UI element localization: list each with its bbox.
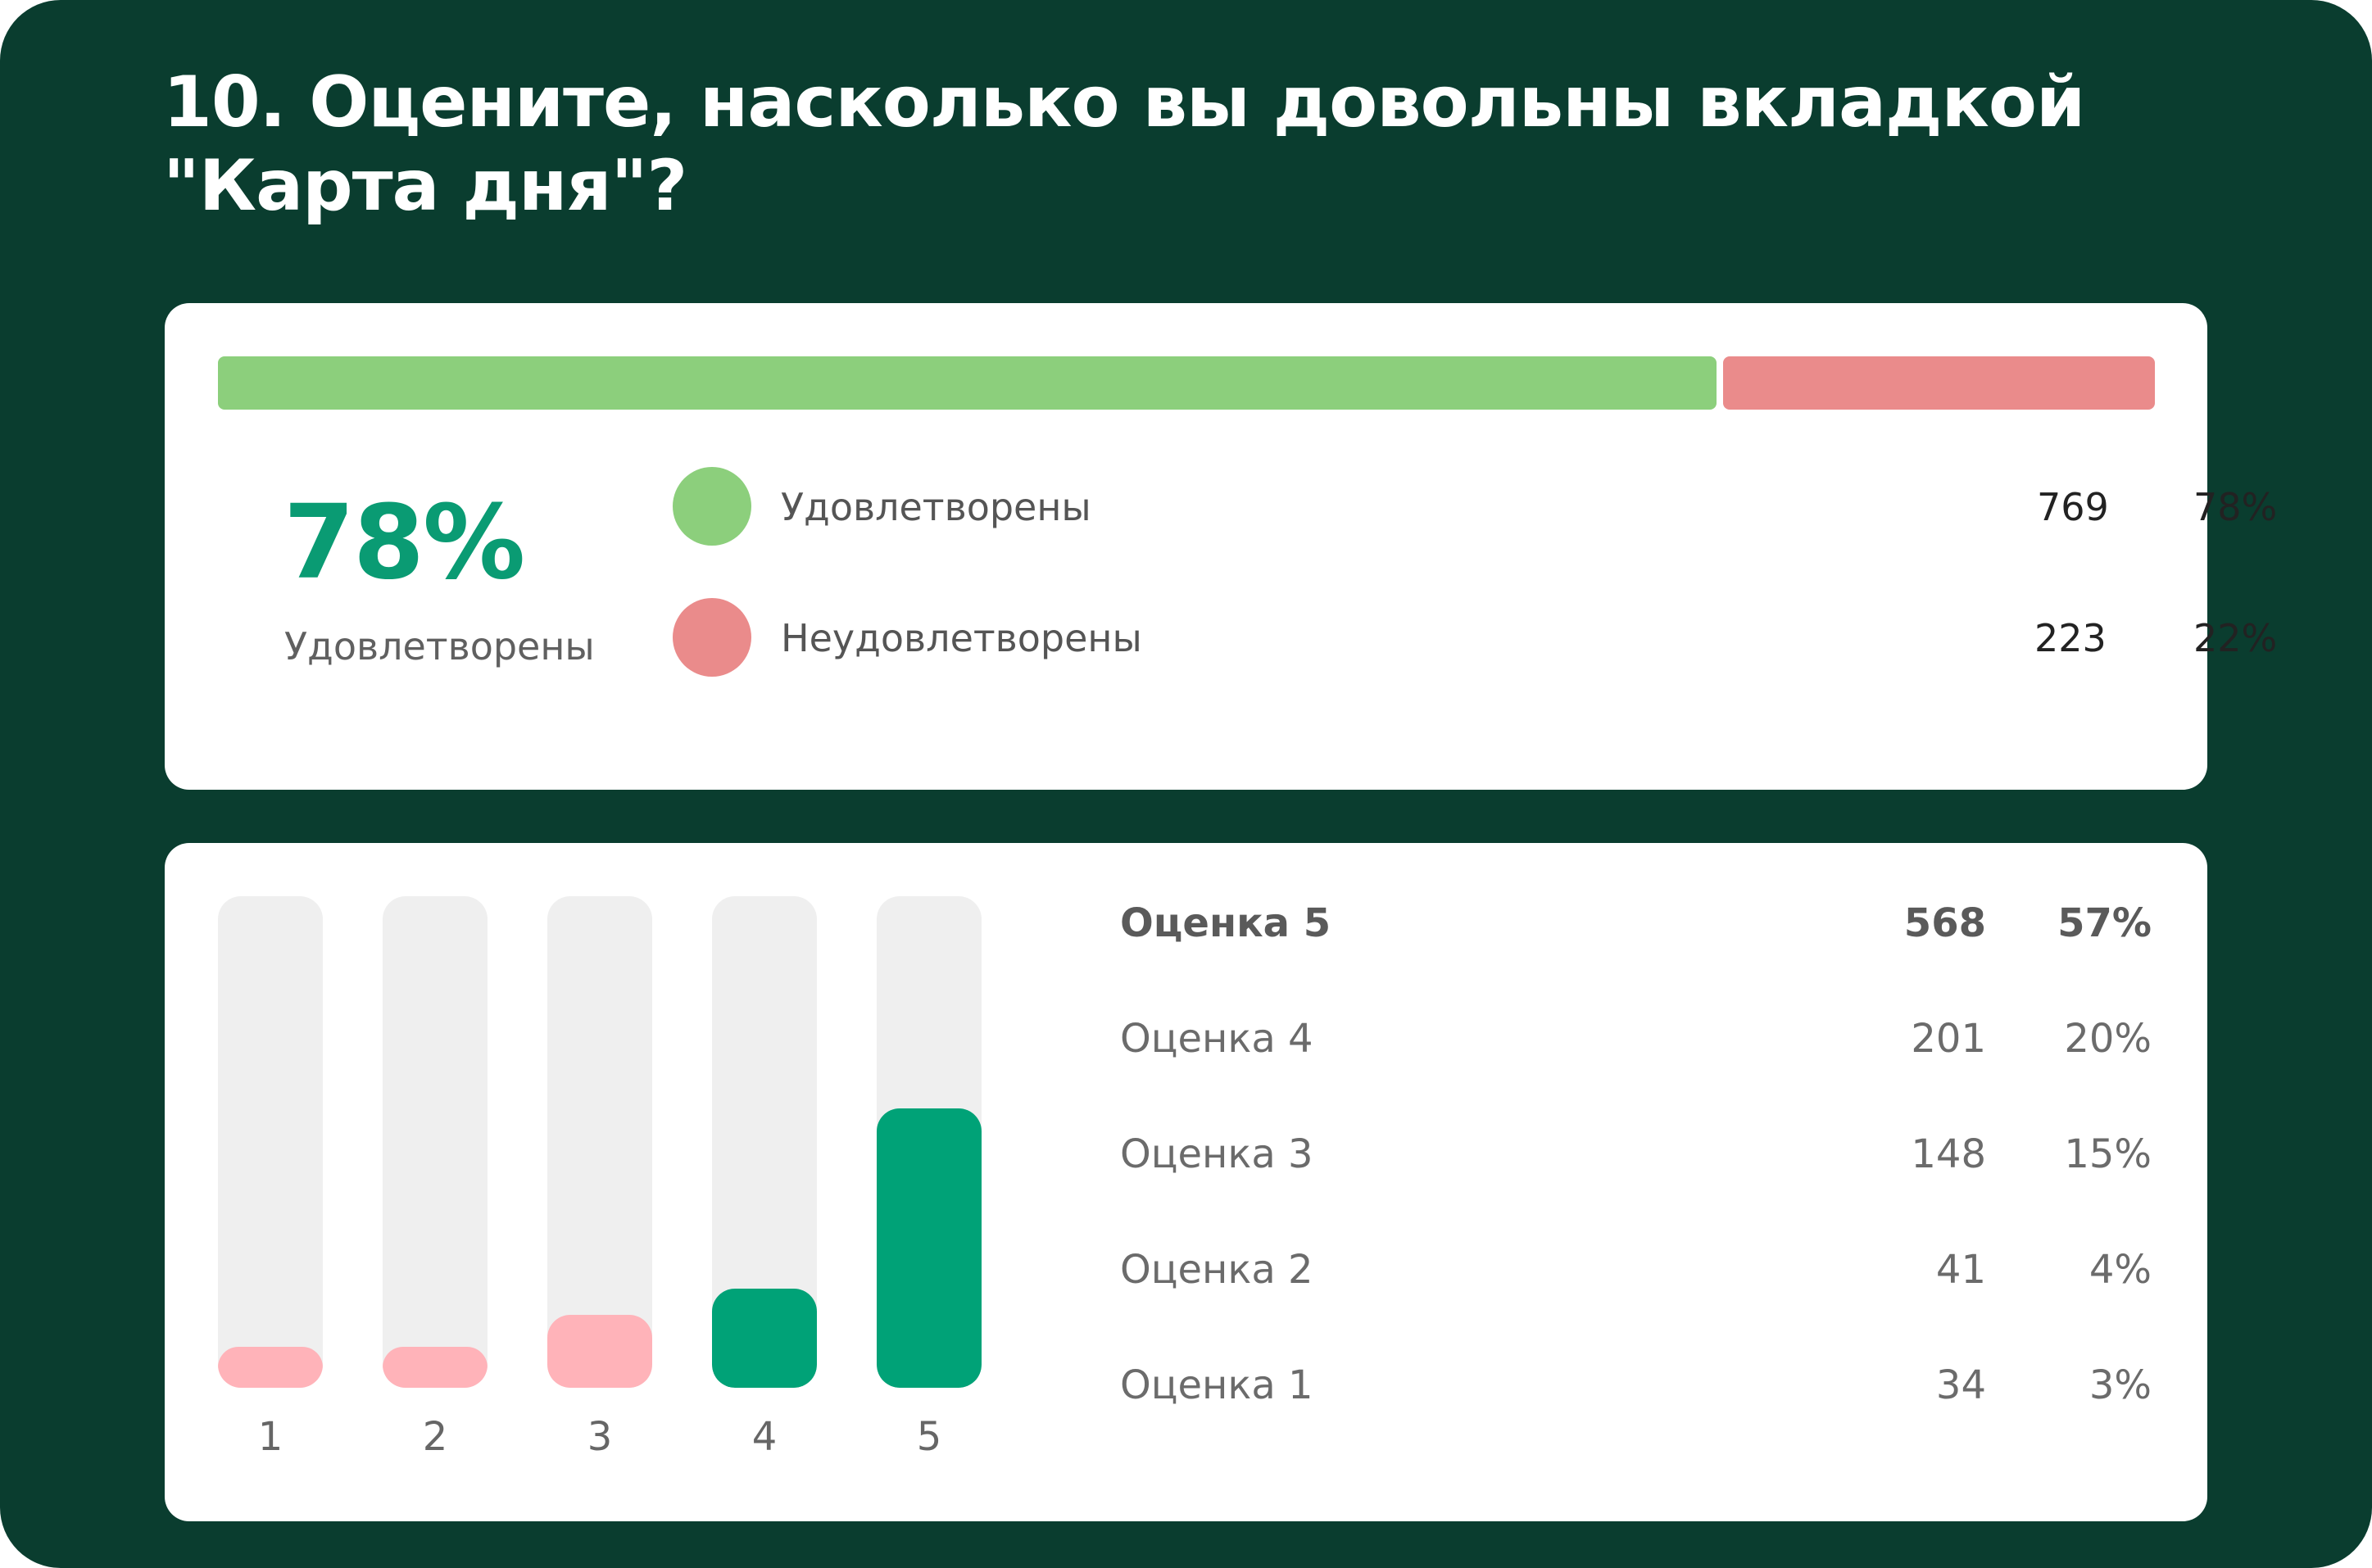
legend-label: Неудовлетворены (781, 616, 1142, 660)
score-label: Оценка 2 (1120, 1247, 1313, 1293)
score-bar-track-1 (218, 896, 323, 1388)
score-bar-tick-label: 4 (751, 1414, 778, 1460)
score-label: Оценка 5 (1120, 900, 1331, 946)
score-count: 201 (1911, 1016, 1986, 1062)
score-bar-track-5 (877, 896, 982, 1388)
legend-dot-satisfied (673, 467, 751, 546)
score-label: Оценка 3 (1120, 1131, 1313, 1177)
score-percent: 20% (2064, 1016, 2152, 1062)
score-row-5: Оценка 5 568 57% (165, 900, 2207, 949)
score-percent: 3% (2089, 1362, 2152, 1408)
score-bar-4 (712, 1289, 817, 1388)
split-bar-unsatisfied (1723, 356, 2155, 410)
score-bar-tick-label: 3 (587, 1414, 613, 1460)
legend-percent: 78% (2193, 485, 2278, 529)
score-bar-tick-label: 2 (422, 1414, 448, 1460)
score-count: 148 (1911, 1131, 1986, 1177)
score-count: 34 (1935, 1362, 1986, 1408)
score-bar-5 (877, 1108, 982, 1388)
satisfaction-split-bar (218, 356, 2155, 410)
satisfaction-summary-card: 78% Удовлетворены Удовлетворены 769 78% … (165, 303, 2277, 790)
satisfied-percent-headline: 78% (283, 483, 525, 602)
score-count: 41 (1935, 1247, 1986, 1293)
score-row-2: Оценка 2 41 4% (165, 1247, 2207, 1296)
score-bar-2 (383, 1347, 488, 1388)
score-row-4: Оценка 4 201 20% (165, 1016, 2207, 1065)
score-bar-track-2 (383, 896, 488, 1388)
score-label: Оценка 4 (1120, 1016, 1313, 1062)
score-bar-3 (547, 1315, 652, 1388)
legend-percent: 22% (2193, 616, 2278, 660)
score-bar-tick-label: 5 (916, 1414, 942, 1460)
score-percent: 4% (2089, 1247, 2152, 1293)
legend-row-satisfied: Удовлетворены 769 78% (673, 467, 2295, 546)
score-row-1: Оценка 1 34 3% (165, 1362, 2207, 1412)
score-label: Оценка 1 (1120, 1362, 1313, 1408)
score-bar-track-4 (712, 896, 817, 1388)
split-bar-satisfied (218, 356, 1717, 410)
legend-dot-unsatisfied (673, 598, 751, 677)
score-bar-track-3 (547, 896, 652, 1388)
satisfied-percent-caption: Удовлетворены (284, 624, 595, 668)
legend-row-unsatisfied: Неудовлетворены 223 22% (673, 598, 2295, 677)
score-row-3: Оценка 3 148 15% (165, 1131, 2207, 1181)
score-percent: 57% (2057, 900, 2152, 946)
score-bar-1 (218, 1347, 323, 1388)
score-count: 568 (1903, 900, 1986, 946)
question-title: 10. Оцените, насколько вы довольны вклад… (163, 61, 2085, 227)
score-bar-tick-label: 1 (257, 1414, 283, 1460)
legend-label: Удовлетворены (781, 485, 1091, 529)
score-percent: 15% (2064, 1131, 2152, 1177)
